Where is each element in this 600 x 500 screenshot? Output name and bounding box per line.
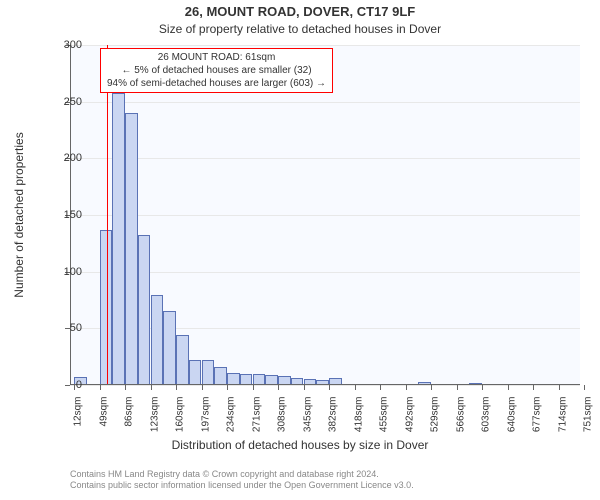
x-tick-mark (253, 385, 254, 390)
footer-line1: Contains HM Land Registry data © Crown c… (70, 469, 414, 481)
x-tick-mark (202, 385, 203, 390)
y-axis-label: Number of detached properties (12, 132, 26, 297)
x-axis-label: Distribution of detached houses by size … (0, 438, 600, 452)
chart-title-sub: Size of property relative to detached ho… (0, 22, 600, 36)
histogram-bar (214, 367, 227, 385)
gridline (70, 385, 580, 386)
x-tick-mark (355, 385, 356, 390)
chart-container: 26, MOUNT ROAD, DOVER, CT17 9LF Size of … (0, 0, 600, 500)
histogram-bar (176, 335, 189, 385)
x-tick-mark (457, 385, 458, 390)
bars-group (70, 45, 580, 385)
x-tick-mark (431, 385, 432, 390)
x-tick-mark (278, 385, 279, 390)
y-tick-label: 250 (42, 96, 82, 108)
x-tick-mark (406, 385, 407, 390)
y-tick-label: 100 (42, 266, 82, 278)
y-tick-label: 0 (42, 379, 82, 391)
y-tick-label: 150 (42, 209, 82, 221)
y-tick-label: 200 (42, 152, 82, 164)
annotation-line1: 26 MOUNT ROAD: 61sqm (107, 51, 326, 64)
histogram-bar (112, 93, 125, 385)
x-tick-mark (559, 385, 560, 390)
y-tick-label: 300 (42, 39, 82, 51)
annotation-line3: 94% of semi-detached houses are larger (… (107, 77, 326, 90)
histogram-bar (100, 230, 113, 385)
x-axis-line (70, 384, 580, 385)
x-tick-mark (227, 385, 228, 390)
x-tick-mark (151, 385, 152, 390)
annotation-line2: ← 5% of detached houses are smaller (32) (107, 64, 326, 77)
x-tick-mark (304, 385, 305, 390)
x-tick-mark (100, 385, 101, 390)
x-tick-mark (380, 385, 381, 390)
histogram-bar (189, 360, 202, 385)
histogram-bar (163, 311, 176, 385)
x-tick-mark (584, 385, 585, 390)
x-tick-mark (533, 385, 534, 390)
x-tick-mark (329, 385, 330, 390)
x-tick-mark (176, 385, 177, 390)
histogram-bar (125, 113, 138, 385)
plot-area: 26 MOUNT ROAD: 61sqm ← 5% of detached ho… (70, 45, 580, 385)
histogram-bar (151, 295, 164, 385)
x-tick-mark (482, 385, 483, 390)
footer-line2: Contains public sector information licen… (70, 480, 414, 492)
x-tick-mark (508, 385, 509, 390)
chart-title-main: 26, MOUNT ROAD, DOVER, CT17 9LF (0, 4, 600, 19)
histogram-bar (202, 360, 215, 385)
annotation-box: 26 MOUNT ROAD: 61sqm ← 5% of detached ho… (100, 48, 333, 93)
y-tick-label: 50 (42, 322, 82, 334)
histogram-bar (138, 235, 151, 385)
marker-line (107, 45, 108, 385)
x-tick-mark (125, 385, 126, 390)
footer-attribution: Contains HM Land Registry data © Crown c… (70, 469, 414, 492)
